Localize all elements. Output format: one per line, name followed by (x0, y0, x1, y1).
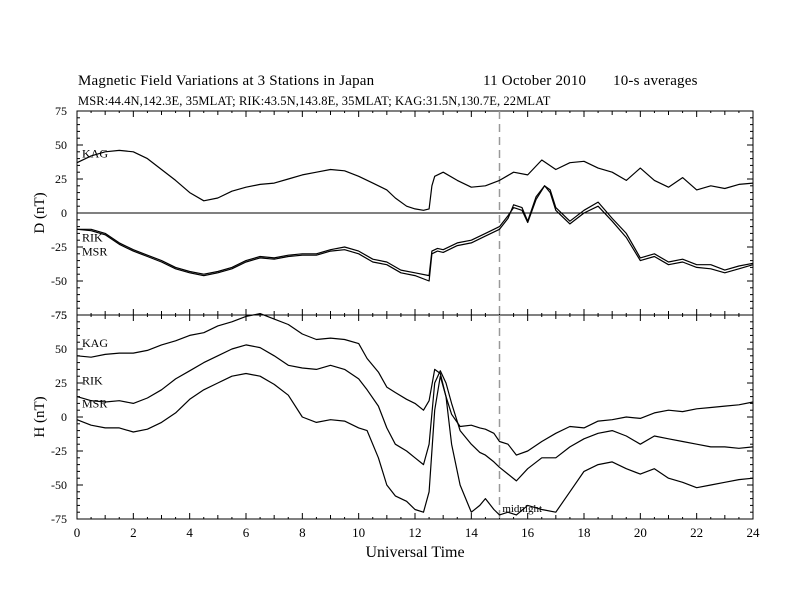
x-axis-label: Universal Time (365, 544, 464, 561)
d-panel-label-rik: RIK (82, 230, 103, 244)
xtick-label: 18 (578, 525, 591, 540)
d-panel-label-msr: MSR (82, 244, 107, 258)
h-panel-series-msr (76, 372, 754, 516)
h-panel-ytick-label: 50 (55, 342, 67, 356)
h-panel-midnight-label: midnight (502, 503, 542, 515)
xtick-label: 0 (74, 525, 81, 540)
xtick-label: 6 (243, 525, 250, 540)
d-panel-ytick-label: -75 (51, 308, 67, 322)
d-panel-ytick-label: 75 (55, 104, 67, 118)
h-panel-ytick-label: -25 (51, 444, 67, 458)
title-averaging: 10-s averages (613, 73, 698, 89)
xtick-label: 16 (521, 525, 535, 540)
d-panel-ytick-label: -25 (51, 240, 67, 254)
xtick-label: 14 (465, 525, 479, 540)
xtick-label: 8 (299, 525, 306, 540)
h-panel-label-kag: KAG (82, 336, 108, 350)
d-panel-ytick-label: 0 (61, 206, 67, 220)
d-panel-ytick-label: 50 (55, 138, 67, 152)
title-date: 11 October 2010 (483, 73, 587, 89)
h-panel-ytick-label: 25 (55, 376, 67, 390)
xtick-label: 12 (409, 525, 422, 540)
xtick-label: 2 (130, 525, 137, 540)
h-panel-series-rik (76, 344, 754, 482)
d-panel-ytick-label: 25 (55, 172, 67, 186)
xtick-label: 20 (634, 525, 647, 540)
stations-subtitle: MSR:44.4N,142.3E, 35MLAT; RIK:43.5N,143.… (78, 94, 551, 108)
h-panel-ytick-label: -50 (51, 478, 67, 492)
xtick-label: 10 (352, 525, 365, 540)
d-panel-series-rik (77, 185, 754, 277)
h-panel-label-msr: MSR (82, 397, 107, 411)
d-panel-series-kag (76, 149, 754, 211)
h-panel-frame (76, 314, 754, 520)
d-panel-ytick-label: -50 (51, 274, 67, 288)
xtick-label: 24 (747, 525, 761, 540)
h-panel-ytick-label: 75 (55, 308, 67, 322)
h-panel-ytick-label: 0 (61, 410, 67, 424)
xtick-label: 22 (690, 525, 703, 540)
chart-title: Magnetic Field Variations at 3 Stations … (78, 73, 697, 90)
h-panel-ytick-label: -75 (51, 512, 67, 526)
h-panel-series-kag (76, 313, 754, 456)
d-panel-ylabel: D (nT) (32, 192, 48, 233)
d-panel-series-msr (76, 185, 754, 282)
h-panel-ylabel: H (nT) (32, 396, 48, 437)
title-text: Magnetic Field Variations at 3 Stations … (78, 73, 375, 89)
h-panel-label-rik: RIK (82, 374, 103, 388)
xtick-label: 4 (186, 525, 193, 540)
d-panel-label-kag: KAG (82, 147, 108, 161)
